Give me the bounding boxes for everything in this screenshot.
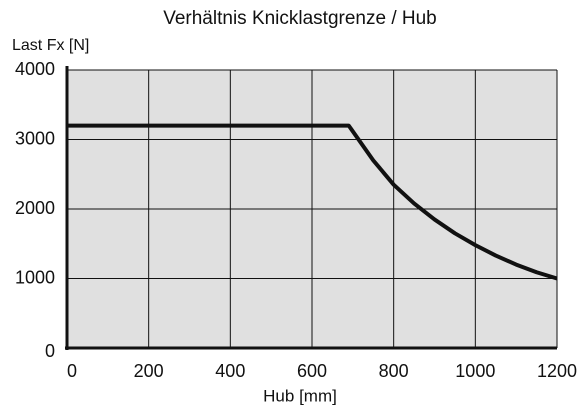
x-tick-label: 600 [297, 361, 327, 381]
x-tick-label: 800 [379, 361, 409, 381]
x-tick-label: 1200 [537, 361, 577, 381]
y-axis-label: Last Fx [N] [12, 37, 89, 54]
x-tick-label: 200 [134, 361, 164, 381]
y-tick-label: 0 [45, 341, 55, 361]
y-tick-label: 4000 [15, 59, 55, 79]
x-tick-label: 400 [215, 361, 245, 381]
chart-title: Verhältnis Knicklastgrenze / Hub [163, 8, 437, 29]
y-tick-label: 1000 [15, 267, 55, 287]
y-tick-label: 2000 [15, 198, 55, 218]
x-tick-label: 1000 [455, 361, 495, 381]
data-line [67, 123, 558, 281]
x-axis-label: Hub [mm] [263, 386, 337, 405]
x-tick-label: 0 [67, 361, 77, 381]
y-tick-label: 3000 [15, 128, 55, 148]
